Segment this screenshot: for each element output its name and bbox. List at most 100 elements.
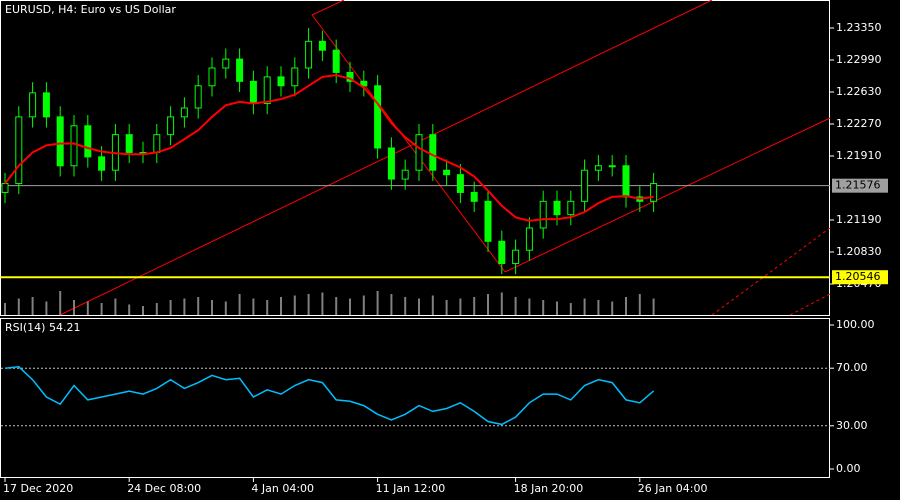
x-tick-label: 18 Jan 20:00 (514, 482, 584, 495)
channel-line (59, 0, 713, 316)
candle-body (222, 58, 230, 69)
candle-body (443, 169, 451, 176)
rsi-title: RSI(14) 54.21 (5, 321, 80, 334)
volume-bar (473, 297, 476, 315)
volume-bar (404, 297, 407, 315)
volume-bar (155, 303, 158, 315)
volume-bar (128, 304, 131, 315)
y-tick-label: 1.21910 (836, 149, 882, 162)
volume-bar (224, 301, 227, 315)
volume-bar (280, 297, 282, 315)
volume-bar (114, 298, 117, 315)
volume-bar (569, 303, 572, 315)
candle-body (42, 92, 50, 118)
candle-body (15, 116, 23, 185)
candle-body (401, 169, 409, 180)
candle-body (318, 40, 326, 51)
candle-body (167, 116, 175, 136)
volume-bar (4, 303, 6, 315)
level-label: 1.20546 (835, 270, 881, 283)
volume-bar (583, 298, 586, 315)
volume-bar (142, 306, 144, 315)
volume-bar (597, 300, 600, 315)
candle-body (539, 200, 547, 229)
candle-body (456, 174, 464, 193)
volume-bar (183, 298, 186, 315)
volume-bar (556, 301, 558, 315)
level-label-box (832, 270, 888, 285)
candle-body (249, 80, 257, 105)
y-tick-label: 1.22270 (836, 117, 882, 130)
candle-body (525, 227, 533, 251)
y-tick-label: 1.22630 (836, 85, 882, 98)
rsi-line (4, 366, 655, 426)
volume-bar (73, 300, 75, 315)
candle-body (277, 76, 285, 87)
candle-body (208, 67, 216, 87)
candle-body (415, 134, 423, 171)
candle-body (153, 134, 161, 153)
bid-label: 1.21576 (835, 179, 881, 192)
volume-bar (321, 292, 324, 315)
volume-bar (197, 297, 200, 315)
candle-body (567, 200, 575, 216)
volume-bar (418, 298, 420, 315)
candle-body (608, 165, 616, 168)
candle-body (84, 125, 92, 158)
moving-average (4, 74, 654, 222)
candle-body (387, 147, 395, 180)
bid-label-box (832, 178, 888, 193)
main-panel-border (0, 0, 830, 316)
x-tick-label: 17 Dec 2020 (3, 482, 73, 495)
candle-body (346, 71, 354, 82)
channel-line (711, 227, 831, 316)
y-tick-label: 70.00 (836, 361, 868, 374)
channel-line (504, 117, 831, 273)
channel-line (311, 14, 506, 273)
volume-bar (459, 298, 462, 315)
channel-line (311, 0, 345, 16)
x-tick-label: 4 Jan 04:00 (251, 482, 314, 495)
volume-bar (514, 297, 517, 315)
x-tick-label: 24 Dec 08:00 (127, 482, 201, 495)
candle-body (429, 134, 437, 171)
candle-body (291, 67, 299, 87)
chart-title: EURUSD, H4: Euro vs US Dollar (5, 3, 176, 16)
candle-body (125, 134, 133, 153)
candle-body (650, 183, 658, 202)
volume-bar (528, 298, 531, 315)
volume-bar (431, 295, 434, 315)
candle-body (512, 249, 520, 265)
candle-body (484, 200, 492, 242)
volume-bar (500, 292, 503, 315)
candle-body (70, 125, 78, 167)
candle-body (470, 191, 478, 202)
candle-body (553, 200, 561, 216)
candle-body (236, 58, 244, 82)
candle-body (581, 169, 589, 202)
candle-body (263, 76, 271, 105)
volume-bar (611, 301, 614, 315)
volume-bar (349, 298, 351, 315)
candle-body (374, 85, 382, 149)
volume-bar (625, 297, 627, 315)
y-tick-label: 1.23350 (836, 21, 882, 34)
volume-bar (335, 297, 338, 315)
volume-bar (487, 294, 489, 315)
volume-bar (445, 300, 448, 315)
y-tick-label: 1.22990 (836, 53, 882, 66)
y-tick-label: 30.00 (836, 419, 868, 432)
volume-bar (376, 291, 379, 315)
volume-bar (45, 301, 48, 315)
candle-body (332, 49, 340, 73)
x-tick-label: 26 Jan 04:00 (638, 482, 708, 495)
y-tick-label: 0.00 (836, 462, 861, 475)
volume-bar (542, 300, 545, 315)
candle-body (594, 165, 602, 171)
volume-bar (266, 300, 269, 315)
candle-body (180, 107, 188, 118)
volume-bar (652, 298, 655, 315)
candle-body (194, 85, 202, 109)
candle-body (1, 183, 9, 193)
